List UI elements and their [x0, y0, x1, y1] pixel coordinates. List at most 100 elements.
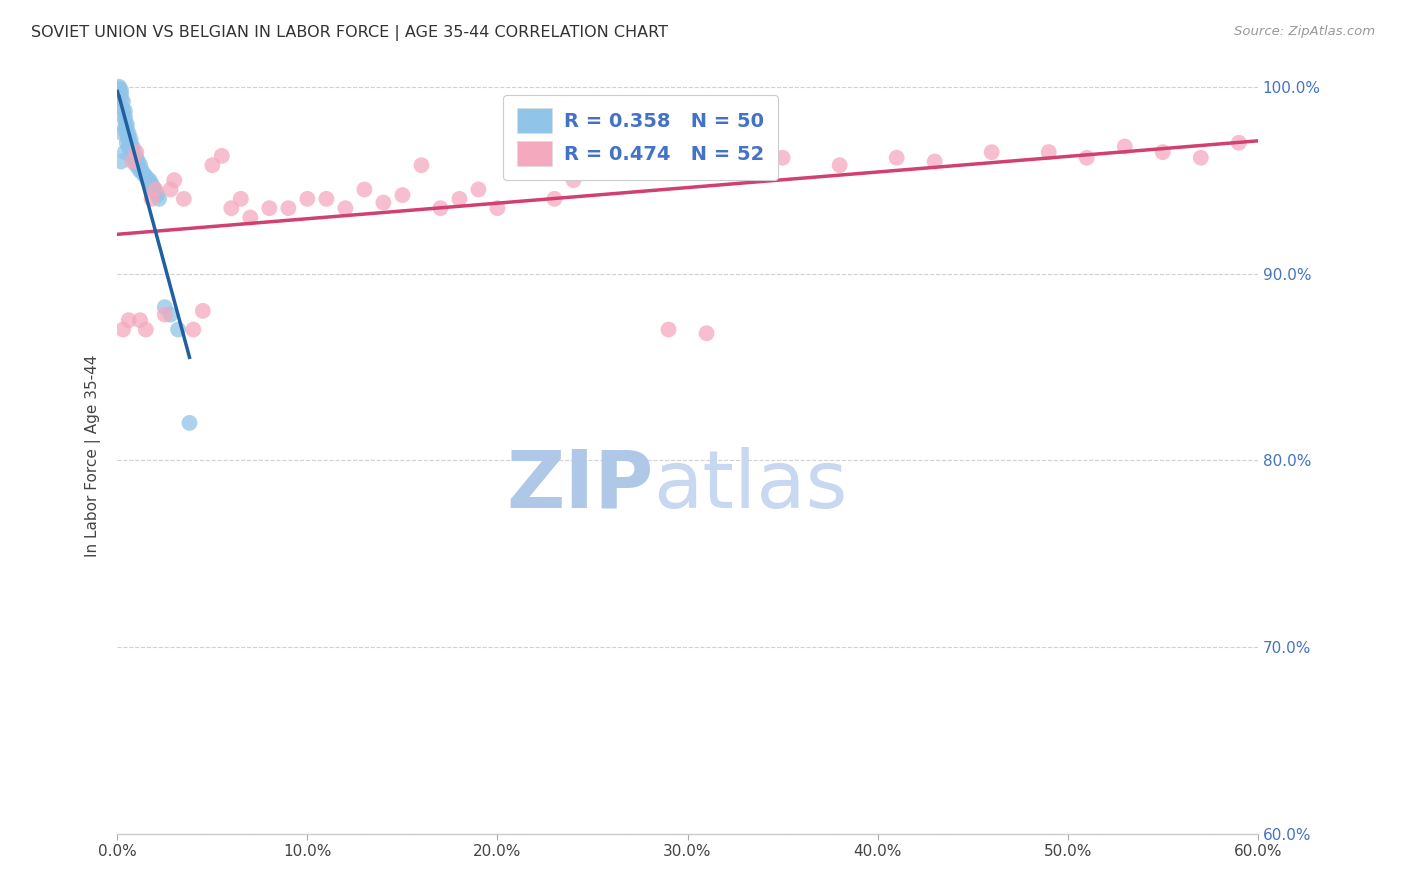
Point — [120, 132, 142, 146]
Point — [114, 120, 136, 135]
Point — [115, 120, 138, 135]
Point — [148, 192, 170, 206]
Point — [125, 158, 148, 172]
Point — [124, 151, 146, 165]
Point — [114, 145, 136, 160]
Point — [179, 416, 201, 430]
Point — [167, 322, 190, 336]
Point — [1038, 145, 1060, 160]
Point — [239, 211, 262, 225]
Point — [114, 113, 136, 128]
Point — [129, 313, 152, 327]
Point — [173, 192, 195, 206]
Point — [315, 192, 337, 206]
Point — [111, 322, 134, 336]
Point — [120, 145, 142, 160]
Point — [121, 154, 143, 169]
Point — [297, 192, 319, 206]
Legend: R = 0.358   N = 50, R = 0.474   N = 52: R = 0.358 N = 50, R = 0.474 N = 52 — [503, 95, 778, 179]
Point — [211, 149, 233, 163]
Point — [486, 201, 509, 215]
Point — [657, 322, 679, 336]
Point — [115, 127, 138, 141]
Point — [135, 322, 157, 336]
Point — [449, 192, 471, 206]
Point — [132, 168, 155, 182]
Point — [110, 93, 132, 107]
Point — [135, 169, 157, 184]
Point — [127, 154, 149, 169]
Point — [159, 308, 181, 322]
Point — [159, 182, 181, 196]
Point — [110, 83, 132, 97]
Point — [138, 173, 160, 187]
Point — [141, 192, 163, 206]
Point — [153, 308, 176, 322]
Point — [505, 154, 527, 169]
Point — [129, 163, 152, 178]
Point — [136, 173, 159, 187]
Point — [124, 145, 146, 160]
Point — [118, 132, 141, 146]
Point — [120, 137, 142, 152]
Point — [115, 117, 138, 131]
Point — [772, 151, 794, 165]
Point — [111, 102, 134, 116]
Point — [980, 145, 1002, 160]
Point — [127, 160, 149, 174]
Point — [886, 151, 908, 165]
Point — [142, 180, 165, 194]
Text: SOVIET UNION VS BELGIAN IN LABOR FORCE | AGE 35-44 CORRELATION CHART: SOVIET UNION VS BELGIAN IN LABOR FORCE |… — [31, 25, 668, 41]
Point — [696, 326, 718, 341]
Point — [1076, 151, 1098, 165]
Point — [121, 145, 143, 160]
Point — [221, 201, 243, 215]
Point — [125, 154, 148, 169]
Text: ZIP: ZIP — [506, 447, 654, 524]
Point — [143, 185, 166, 199]
Point — [118, 139, 141, 153]
Point — [391, 188, 413, 202]
Point — [191, 304, 214, 318]
Point — [121, 139, 143, 153]
Text: Source: ZipAtlas.com: Source: ZipAtlas.com — [1234, 25, 1375, 38]
Point — [1189, 151, 1212, 165]
Point — [125, 151, 148, 165]
Point — [373, 195, 395, 210]
Point — [411, 158, 433, 172]
Point — [114, 103, 136, 118]
Point — [111, 127, 134, 141]
Point — [524, 154, 547, 169]
Point — [121, 151, 143, 165]
Point — [1114, 139, 1136, 153]
Point — [581, 163, 603, 178]
Point — [129, 158, 152, 172]
Point — [734, 154, 756, 169]
Point — [131, 163, 153, 178]
Point — [335, 201, 357, 215]
Point — [115, 136, 138, 150]
Point — [353, 182, 375, 196]
Point — [111, 95, 134, 109]
Point — [110, 154, 132, 169]
Point — [110, 87, 132, 102]
Point — [108, 81, 131, 95]
Text: atlas: atlas — [654, 447, 848, 524]
Point — [924, 154, 946, 169]
Point — [277, 201, 299, 215]
Point — [118, 127, 141, 141]
Point — [118, 313, 141, 327]
Point — [562, 173, 585, 187]
Point — [1152, 145, 1174, 160]
Point — [201, 158, 224, 172]
Point — [429, 201, 451, 215]
Point — [146, 188, 169, 202]
Point — [125, 145, 148, 160]
Point — [163, 173, 186, 187]
Point — [619, 163, 641, 178]
Point — [108, 79, 131, 94]
Point — [259, 201, 281, 215]
Point — [153, 300, 176, 314]
Point — [828, 158, 851, 172]
Point — [143, 182, 166, 196]
